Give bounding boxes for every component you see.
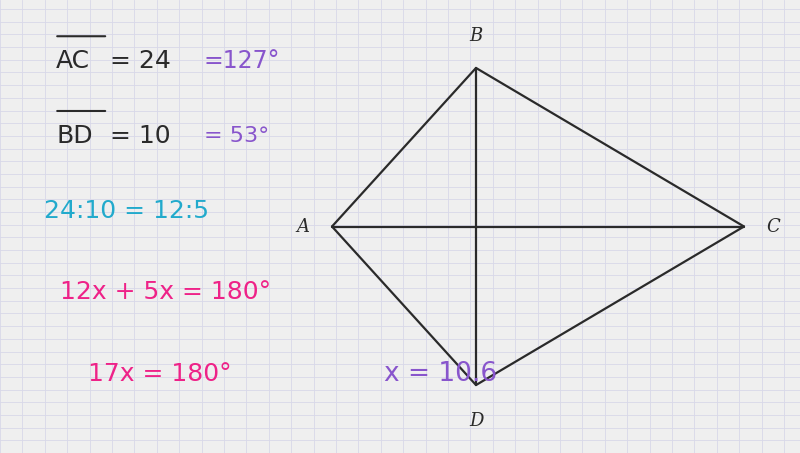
Text: x = 10.6: x = 10.6 [384, 361, 497, 387]
Text: 12x + 5x = 180°: 12x + 5x = 180° [60, 280, 271, 304]
Text: = 24: = 24 [110, 49, 171, 73]
Text: AC: AC [56, 49, 90, 73]
Text: 24:10 = 12:5: 24:10 = 12:5 [44, 199, 209, 222]
Text: D: D [469, 412, 483, 430]
Text: BD: BD [56, 124, 93, 148]
Text: =127°: =127° [204, 49, 281, 73]
Text: 17x = 180°: 17x = 180° [88, 362, 232, 386]
Text: = 10: = 10 [110, 124, 171, 148]
Text: A: A [297, 217, 310, 236]
Text: = 53°: = 53° [204, 126, 270, 146]
Text: B: B [470, 27, 482, 45]
Text: C: C [766, 217, 780, 236]
